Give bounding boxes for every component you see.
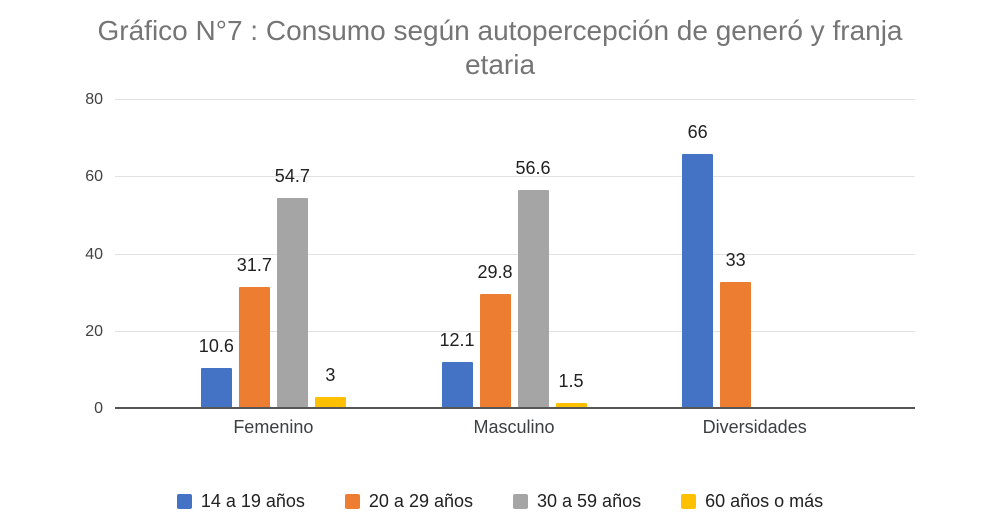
category-label: Masculino — [473, 417, 555, 437]
bar-slot: 1.5 — [552, 100, 590, 409]
bar — [314, 397, 346, 409]
bar-value-label: 12.1 — [439, 330, 475, 351]
bar-slot — [755, 100, 793, 409]
bar-value-label: 1.5 — [558, 371, 584, 392]
legend-swatch — [344, 494, 360, 509]
legend-item: 60 años o más — [681, 491, 823, 512]
bar-slot: 31.7 — [235, 100, 273, 409]
bar-slot: 33 — [717, 100, 755, 409]
group-bars: 12.1 29.8 56.6 1.5 — [394, 100, 635, 409]
bar — [682, 154, 714, 409]
y-axis-tick-label: 80 — [85, 91, 103, 108]
bar-value-label: 54.7 — [274, 165, 310, 186]
bar-value-label: 3 — [325, 365, 336, 386]
group-bars: 66 33 — [634, 100, 875, 409]
bar — [200, 368, 232, 409]
chart-title: Gráfico N°7 : Consumo según autopercepci… — [97, 15, 903, 80]
bar — [441, 362, 473, 409]
legend-label: 14 a 19 años — [200, 491, 305, 511]
bar-slot: 56.6 — [514, 100, 552, 409]
legend-swatch — [513, 494, 528, 509]
y-axis-tick-label: 20 — [85, 322, 103, 340]
bar-slot: 10.6 — [197, 100, 235, 409]
legend-swatch — [176, 494, 192, 509]
bar-value-label: 10.6 — [198, 336, 234, 357]
bar-groups: 10.6 31.7 54.7 3 Femenino 12.1 29.8 56.6 1.5 Masc… — [153, 100, 875, 437]
bar-slot — [793, 100, 831, 409]
gridline — [115, 99, 915, 100]
gridline — [115, 253, 915, 255]
bar-slot: 29.8 — [476, 100, 514, 409]
bar-slot: 3 — [311, 100, 349, 409]
bar-slot: 12.1 — [438, 100, 476, 409]
category-label: Diversidades — [702, 417, 807, 437]
bar-value-label: 33 — [725, 249, 746, 270]
bar-value-label: 31.7 — [236, 254, 272, 275]
legend-label: 20 a 29 años — [368, 491, 473, 511]
bar — [720, 281, 752, 409]
bar-group: 66 33 Diversidades — [634, 100, 875, 437]
plot-area: 10.6 31.7 54.7 3 Femenino 12.1 29.8 56.6 1.5 Masc… — [85, 91, 915, 437]
bar-value-label: 66 — [687, 122, 708, 143]
legend-item: 30 a 59 años — [513, 491, 641, 512]
bar — [555, 403, 587, 409]
group-bars: 10.6 31.7 54.7 3 — [153, 100, 394, 409]
legend-swatch — [681, 494, 697, 509]
x-axis-line — [115, 407, 915, 409]
bar — [517, 190, 549, 409]
bar — [238, 286, 270, 409]
y-axis-tick-label: 40 — [85, 245, 103, 263]
y-axis-tick-label: 60 — [85, 168, 103, 186]
bar — [479, 293, 511, 409]
legend-label: 30 a 59 años — [537, 491, 642, 511]
bar-slot: 54.7 — [273, 100, 311, 409]
gridline — [115, 176, 915, 178]
bar-group: 10.6 31.7 54.7 3 Femenino — [153, 100, 394, 437]
legend-item: 14 a 19 años — [176, 491, 305, 512]
gridline — [115, 330, 915, 332]
bar-slot: 66 — [679, 100, 717, 409]
bar — [276, 197, 308, 409]
y-axis-tick-label: 0 — [94, 400, 103, 417]
bar-value-label: 29.8 — [477, 261, 513, 282]
bar-group: 12.1 29.8 56.6 1.5 Masculino — [394, 100, 635, 437]
chart-legend: 14 a 19 años 20 a 29 años 30 a 59 años 60 a… — [0, 491, 1000, 512]
legend-label: 60 años o más — [705, 491, 824, 511]
bar-value-label: 56.6 — [515, 158, 551, 179]
category-label: Femenino — [233, 417, 314, 437]
legend-item: 20 a 29 años — [344, 491, 473, 512]
